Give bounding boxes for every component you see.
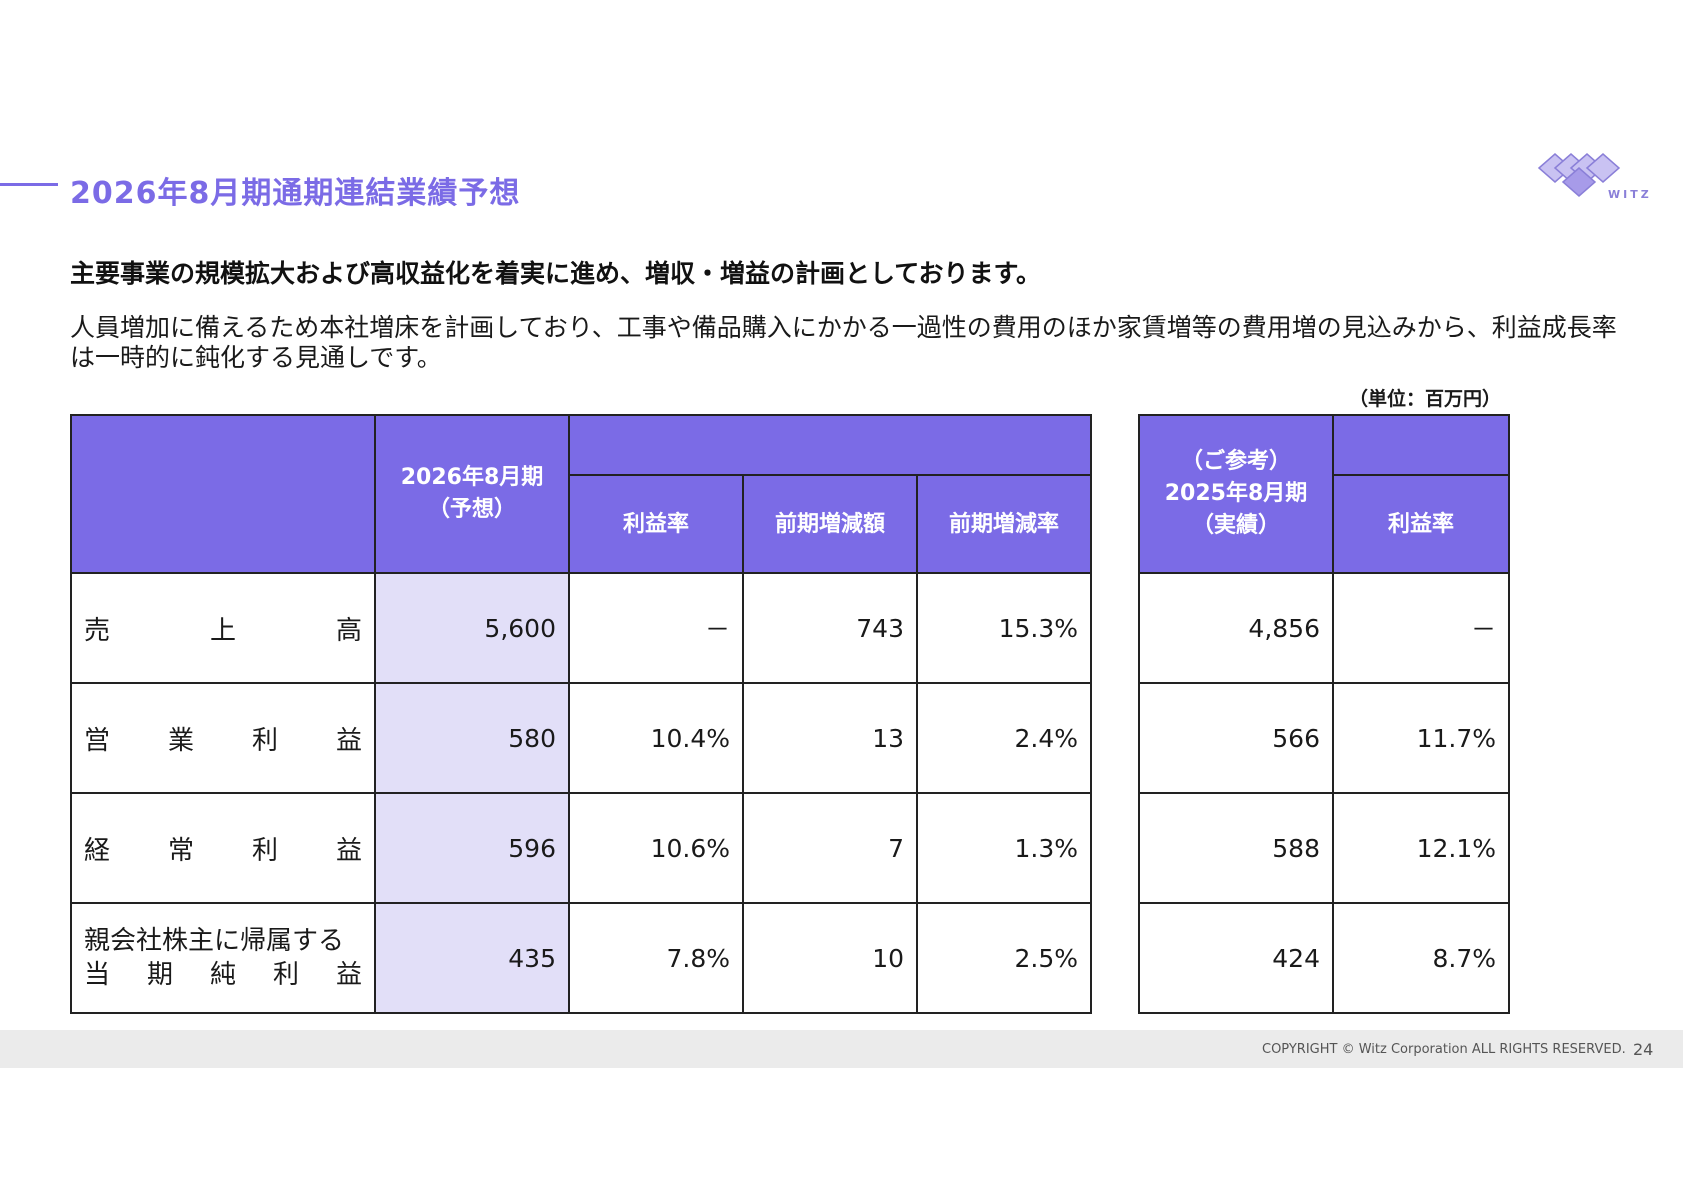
forecast-margin: － [568, 572, 744, 684]
forecast-value: 580 [374, 682, 570, 794]
reference-table: （ご参考） 2025年8月期 （実績） 利益率 4,856 － 566 11.7… [1138, 414, 1510, 1014]
label-char: 益 [335, 835, 362, 866]
unit-note: （単位：百万円） [1349, 388, 1502, 410]
reference-value: 4,856 [1138, 572, 1334, 684]
forecast-margin: 7.8% [568, 902, 744, 1014]
forecast-diff: 10 [742, 902, 918, 1014]
header-reference-period: （ご参考） 2025年8月期 （実績） [1138, 414, 1334, 574]
label-char: 利 [251, 725, 278, 756]
body-text: 人員増加に備えるため本社増床を計画しており、工事や備品購入にかかる一過性の費用の… [70, 313, 1617, 372]
headline: 主要事業の規模拡大および高収益化を着実に進め、増収・増益の計画としております。 [70, 259, 1042, 288]
copyright: COPYRIGHT © Witz Corporation ALL RIGHTS … [1262, 1042, 1626, 1057]
label-char: 売 [84, 615, 111, 646]
header-rate: 前期増減率 [915, 474, 1093, 574]
forecast-rate: 15.3% [915, 572, 1093, 684]
table-row: 4,856 － [1138, 572, 1510, 684]
label-char: 益 [335, 725, 362, 756]
row-label-ordinary-profit: 経 常 利 益 [70, 792, 376, 904]
header-margin: 利益率 [568, 474, 744, 574]
label-char: 業 [167, 725, 194, 756]
forecast-margin: 10.6% [568, 792, 744, 904]
page-number: 24 [1633, 1040, 1654, 1059]
label-line1: 親会社株主に帰属する [84, 926, 345, 956]
header-reference-line2: 2025年8月期 [1164, 481, 1308, 506]
reference-margin: － [1332, 572, 1510, 684]
header-reference-line1: （ご参考） [1180, 449, 1291, 474]
forecast-value: 5,600 [374, 572, 570, 684]
label-char: 期 [146, 960, 173, 990]
forecast-value: 596 [374, 792, 570, 904]
header-blank-cell [70, 414, 376, 574]
header-reference-margin: 利益率 [1332, 474, 1510, 574]
label-char: 益 [335, 960, 362, 990]
reference-value: 424 [1138, 902, 1334, 1014]
forecast-value: 435 [374, 902, 570, 1014]
row-label-operating-profit: 営 業 利 益 [70, 682, 376, 794]
header-reference-line3: （実績） [1191, 513, 1280, 538]
page-title: 2026年8月期通期連結業績予想 [70, 176, 521, 211]
forecast-diff: 743 [742, 572, 918, 684]
label-char: 経 [84, 835, 111, 866]
row-label-net-income: 親会社株主に帰属する 当 期 純 利 益 [70, 902, 376, 1014]
reference-margin: 11.7% [1332, 682, 1510, 794]
row-label-sales: 売 上 高 [70, 572, 376, 684]
forecast-table: 2026年8月期 （予想） 利益率 前期増減額 前期増減率 売 上 高 5,60… [70, 414, 1093, 1014]
forecast-diff: 13 [742, 682, 918, 794]
header-group-cell [567, 414, 1093, 476]
table-row: 経 常 利 益 596 10.6% 7 1.3% [70, 792, 1093, 904]
forecast-rate: 2.5% [915, 902, 1093, 1014]
table-row: 424 8.7% [1138, 902, 1510, 1014]
forecast-rate: 2.4% [915, 682, 1093, 794]
reference-value: 566 [1138, 682, 1334, 794]
reference-margin: 8.7% [1332, 902, 1510, 1014]
logo-text: WITZ [1608, 188, 1652, 201]
header-diff: 前期増減額 [742, 474, 918, 574]
label-char: 上 [209, 615, 236, 646]
label-char: 利 [272, 960, 299, 990]
header-forecast-line2: （予想） [427, 497, 516, 522]
forecast-diff: 7 [742, 792, 918, 904]
reference-value: 588 [1138, 792, 1334, 904]
header-forecast-line1: 2026年8月期 [400, 465, 544, 490]
label-char: 高 [335, 615, 362, 646]
table-row: 588 12.1% [1138, 792, 1510, 904]
table-row: 親会社株主に帰属する 当 期 純 利 益 435 7.8% 10 2.5% [70, 902, 1093, 1014]
table-row: 売 上 高 5,600 － 743 15.3% [70, 572, 1093, 684]
footer-band [0, 1030, 1683, 1068]
title-accent-line [0, 183, 58, 186]
table-row: 566 11.7% [1138, 682, 1510, 794]
label-char: 当 [84, 960, 111, 990]
forecast-margin: 10.4% [568, 682, 744, 794]
label-char: 常 [167, 835, 194, 866]
header-forecast-period: 2026年8月期 （予想） [374, 414, 570, 574]
header-group-cell [1332, 414, 1510, 476]
label-char: 利 [251, 835, 278, 866]
witz-logo [1537, 153, 1621, 197]
label-char: 純 [209, 960, 236, 990]
forecast-rate: 1.3% [915, 792, 1093, 904]
reference-margin: 12.1% [1332, 792, 1510, 904]
label-char: 営 [84, 725, 111, 756]
table-row: 営 業 利 益 580 10.4% 13 2.4% [70, 682, 1093, 794]
